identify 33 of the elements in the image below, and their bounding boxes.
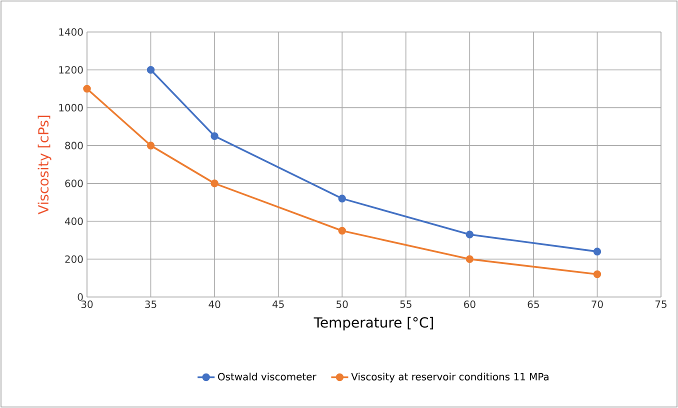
point xyxy=(593,248,602,256)
point xyxy=(593,270,602,278)
point xyxy=(466,255,474,264)
y-tick-label: 1000 xyxy=(59,104,83,112)
y-tick-label: 800 xyxy=(65,142,83,150)
x-tick-label: 70 xyxy=(592,300,603,308)
x-tick-label: 60 xyxy=(464,300,476,308)
x-tick-label: 45 xyxy=(272,300,284,308)
y-tick-label: 0 xyxy=(78,293,83,301)
x-axis-title: Temperature [°C] xyxy=(314,316,433,330)
point xyxy=(210,180,218,188)
legend-label: Viscosity at reservoir conditions 11 MPa xyxy=(351,372,548,382)
x-tick-label: 40 xyxy=(208,300,220,308)
y-tick-label: 600 xyxy=(65,180,83,188)
x-tick-label: 35 xyxy=(145,300,156,308)
point xyxy=(466,230,474,238)
point xyxy=(210,132,218,140)
x-tick-label: 50 xyxy=(336,300,348,308)
legend-label: Ostwald viscometer xyxy=(218,372,316,380)
point xyxy=(83,84,91,93)
x-tick-label: 55 xyxy=(400,300,412,308)
x-tick-label: 75 xyxy=(655,300,666,308)
y-axis-title: Viscosity [cPs] xyxy=(38,116,52,214)
x-tick-label: 65 xyxy=(528,300,539,308)
point xyxy=(146,142,155,150)
y-tick-label: 200 xyxy=(65,255,83,263)
y-tick-label: 400 xyxy=(64,218,83,226)
point xyxy=(338,194,346,202)
point xyxy=(146,66,155,74)
y-tick-label: 1400 xyxy=(59,28,83,36)
y-tick-label: 1200 xyxy=(59,66,83,74)
point xyxy=(338,226,346,235)
x-tick-label: 30 xyxy=(81,300,93,308)
